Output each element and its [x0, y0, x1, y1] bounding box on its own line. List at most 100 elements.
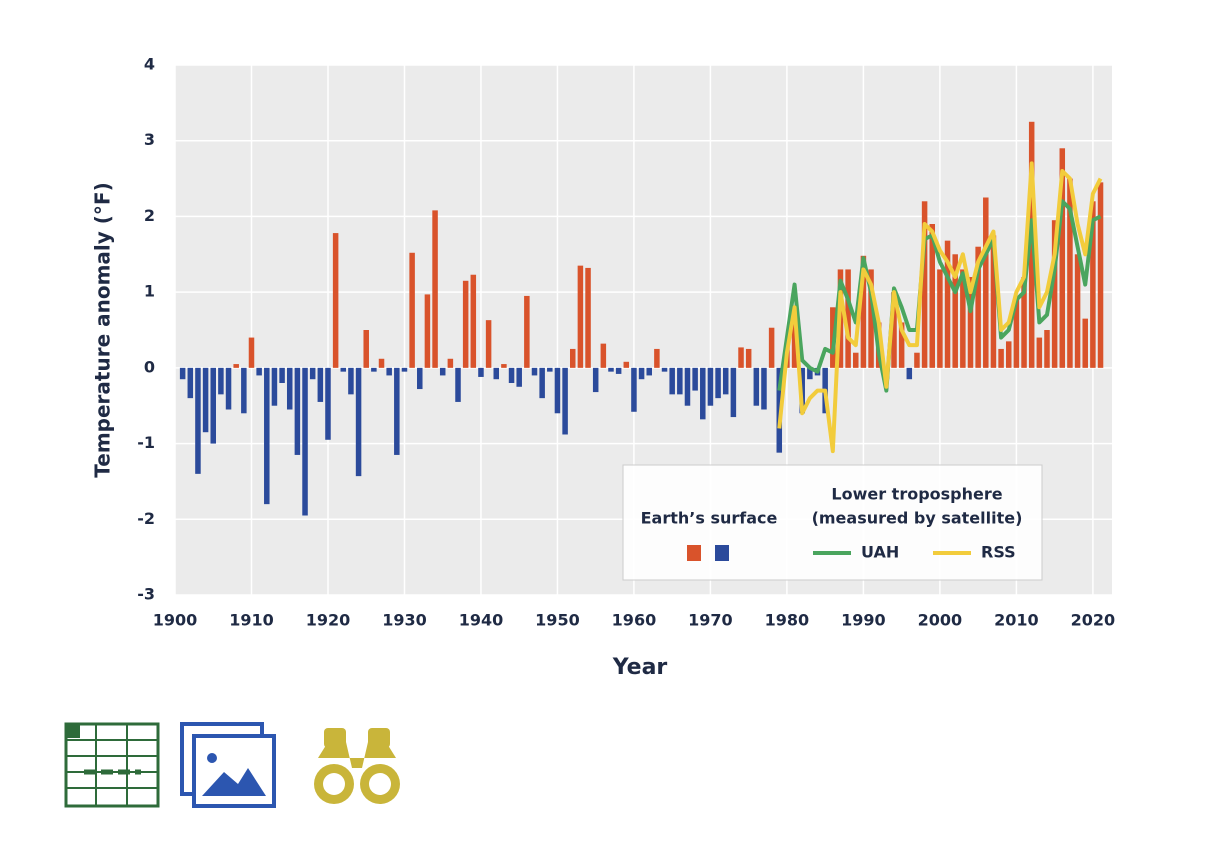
- legend-label: RSS: [981, 543, 1016, 562]
- bar: [286, 367, 293, 410]
- bar: [401, 367, 408, 372]
- bar: [906, 367, 913, 380]
- binoculars-icon[interactable]: [314, 728, 400, 804]
- bar: [990, 235, 997, 368]
- bar: [524, 295, 530, 368]
- bar: [531, 367, 538, 376]
- bar: [462, 280, 469, 368]
- bar: [608, 367, 614, 372]
- bar: [233, 364, 239, 368]
- bar: [1082, 318, 1088, 368]
- spreadsheet-icon[interactable]: [64, 722, 160, 808]
- bar: [569, 348, 576, 368]
- y-axis-label: Temperature anomaly (°F): [91, 182, 115, 477]
- x-tick-label: 1910: [229, 611, 274, 630]
- bar: [309, 367, 316, 380]
- bar: [1021, 277, 1027, 368]
- y-tick-label: 1: [144, 282, 155, 301]
- bar: [447, 358, 454, 368]
- bar: [218, 367, 224, 395]
- bar: [1090, 201, 1096, 368]
- bar: [455, 367, 461, 402]
- y-tick-label: -2: [137, 509, 155, 528]
- bar: [638, 367, 645, 380]
- bar: [722, 367, 729, 395]
- bar: [386, 367, 392, 376]
- bar: [669, 367, 675, 395]
- line-series: [777, 161, 1103, 454]
- bar: [516, 367, 522, 387]
- bar: [340, 367, 347, 372]
- legend-title: (measured by satellite): [812, 509, 1023, 528]
- bar: [677, 367, 683, 395]
- x-tick-label: 1960: [612, 611, 657, 630]
- bar: [241, 367, 247, 414]
- bar: [371, 367, 377, 372]
- bar: [860, 255, 867, 368]
- bar: [615, 367, 622, 374]
- bar: [577, 265, 584, 368]
- x-axis-label: Year: [612, 655, 668, 680]
- x-tick-label: 1920: [306, 611, 351, 630]
- bar: [944, 240, 951, 368]
- y-tick-label: 4: [144, 55, 155, 74]
- bar: [998, 348, 1004, 368]
- bar: [730, 367, 737, 418]
- bar: [478, 367, 484, 377]
- x-tick-label: 1900: [153, 611, 198, 630]
- bar: [646, 367, 652, 376]
- bar: [1051, 220, 1058, 368]
- y-tick-label: 2: [144, 206, 155, 225]
- bar: [761, 367, 767, 410]
- bar: [975, 246, 981, 368]
- bar: [1036, 337, 1043, 368]
- bar: [187, 367, 194, 399]
- x-tick-label: 1950: [535, 611, 580, 630]
- legend-swatch: [715, 545, 729, 561]
- bar: [348, 367, 354, 395]
- bar: [807, 367, 813, 380]
- bar: [692, 367, 698, 391]
- bar: [845, 269, 851, 368]
- bar: [554, 367, 561, 414]
- bar: [378, 358, 385, 368]
- image-icon[interactable]: [180, 722, 276, 808]
- bar: [631, 367, 637, 412]
- bar: [700, 367, 706, 420]
- bar: [768, 327, 775, 368]
- bar: [470, 274, 477, 368]
- bar: [195, 367, 201, 474]
- bar: [585, 267, 591, 368]
- bar: [317, 367, 324, 402]
- bar: [409, 252, 415, 368]
- bar: [791, 322, 798, 368]
- x-tick-label: 1930: [382, 611, 427, 630]
- bar: [983, 197, 989, 368]
- bar: [1067, 178, 1073, 368]
- x-tick-label: 2010: [994, 611, 1039, 630]
- legend-title: Earth’s surface: [641, 509, 778, 528]
- bar: [707, 367, 714, 406]
- bar: [248, 337, 255, 368]
- bar: [921, 201, 928, 368]
- bar: [417, 367, 423, 390]
- bar: [1059, 148, 1066, 368]
- bar: [355, 367, 362, 477]
- bar: [891, 292, 897, 368]
- bar: [1005, 341, 1012, 368]
- bar: [600, 343, 607, 368]
- x-tick-label: 2000: [918, 611, 963, 630]
- bar: [432, 210, 438, 368]
- x-tick-label: 1970: [688, 611, 733, 630]
- bar: [485, 320, 492, 368]
- bar: [363, 330, 369, 368]
- bar: [753, 367, 760, 406]
- bar: [302, 367, 308, 516]
- legend-swatch: [687, 545, 701, 561]
- bar: [898, 322, 905, 368]
- bar: [264, 367, 270, 505]
- bar: [179, 367, 186, 380]
- bar: [715, 367, 721, 399]
- bar: [394, 367, 400, 455]
